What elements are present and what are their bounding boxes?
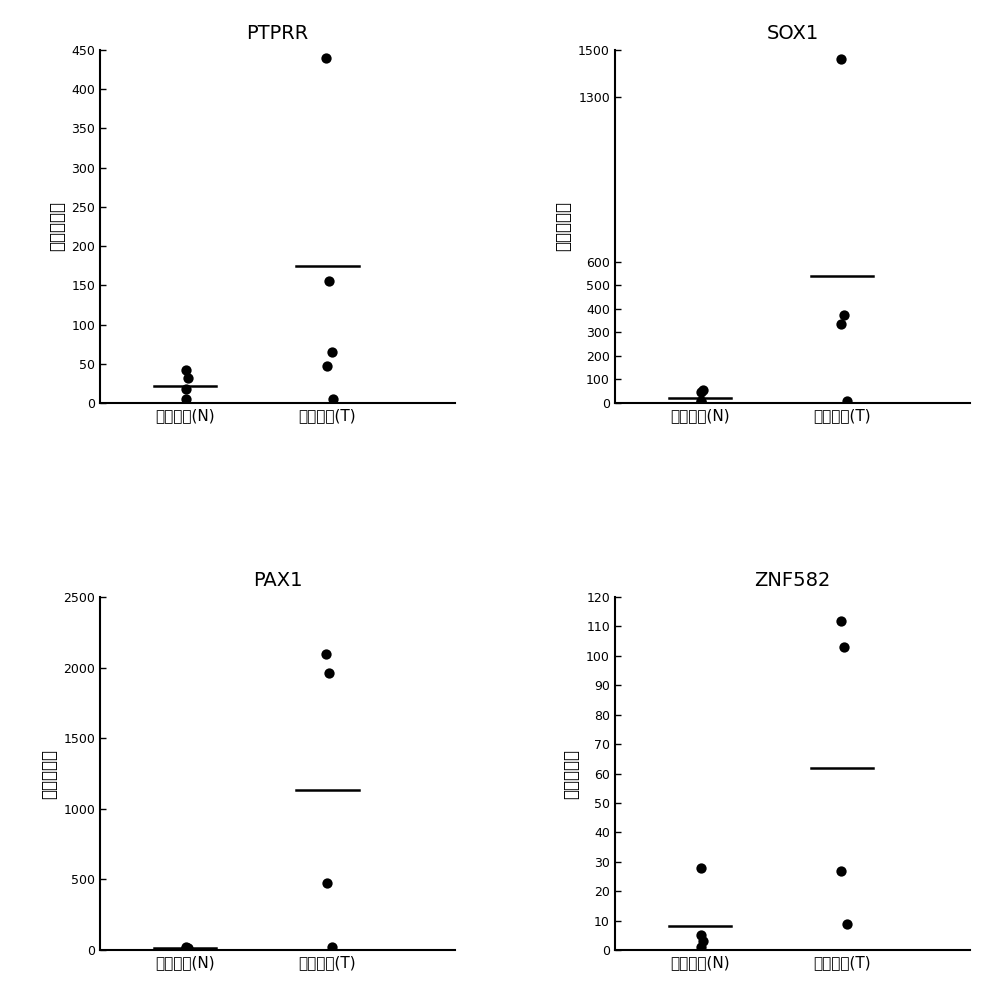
Title: ZNF582: ZNF582	[754, 571, 831, 590]
Point	[318, 50, 334, 66]
Point	[833, 613, 849, 629]
Point	[833, 51, 849, 67]
Y-axis label: 甲基化程度: 甲基化程度	[48, 201, 66, 251]
Point	[695, 933, 711, 949]
Point	[693, 393, 709, 409]
Point	[321, 273, 337, 289]
Point	[319, 875, 335, 891]
Point	[693, 384, 709, 400]
Point	[325, 391, 341, 407]
Point	[178, 362, 194, 378]
Point	[178, 941, 194, 957]
Point	[178, 940, 194, 956]
Point	[836, 639, 852, 655]
Point	[839, 916, 855, 932]
Point	[319, 358, 335, 374]
Point	[836, 307, 852, 323]
Point	[180, 940, 196, 956]
Point	[324, 344, 340, 360]
Y-axis label: 甲基化程度: 甲基化程度	[563, 749, 581, 799]
Point	[324, 939, 340, 955]
Point	[178, 381, 194, 397]
Point	[318, 646, 334, 662]
Point	[321, 665, 337, 681]
Point	[693, 860, 709, 876]
Point	[839, 393, 855, 409]
Point	[178, 939, 194, 955]
Y-axis label: 甲基化程度: 甲基化程度	[555, 201, 573, 251]
Point	[833, 863, 849, 879]
Point	[695, 382, 711, 398]
Point	[693, 394, 709, 410]
Title: SOX1: SOX1	[766, 24, 819, 43]
Point	[178, 391, 194, 407]
Title: PAX1: PAX1	[253, 571, 302, 590]
Point	[693, 927, 709, 943]
Point	[833, 316, 849, 332]
Point	[693, 939, 709, 955]
Y-axis label: 甲基化程度: 甲基化程度	[40, 749, 58, 799]
Title: PTPRR: PTPRR	[246, 24, 309, 43]
Point	[180, 370, 196, 386]
